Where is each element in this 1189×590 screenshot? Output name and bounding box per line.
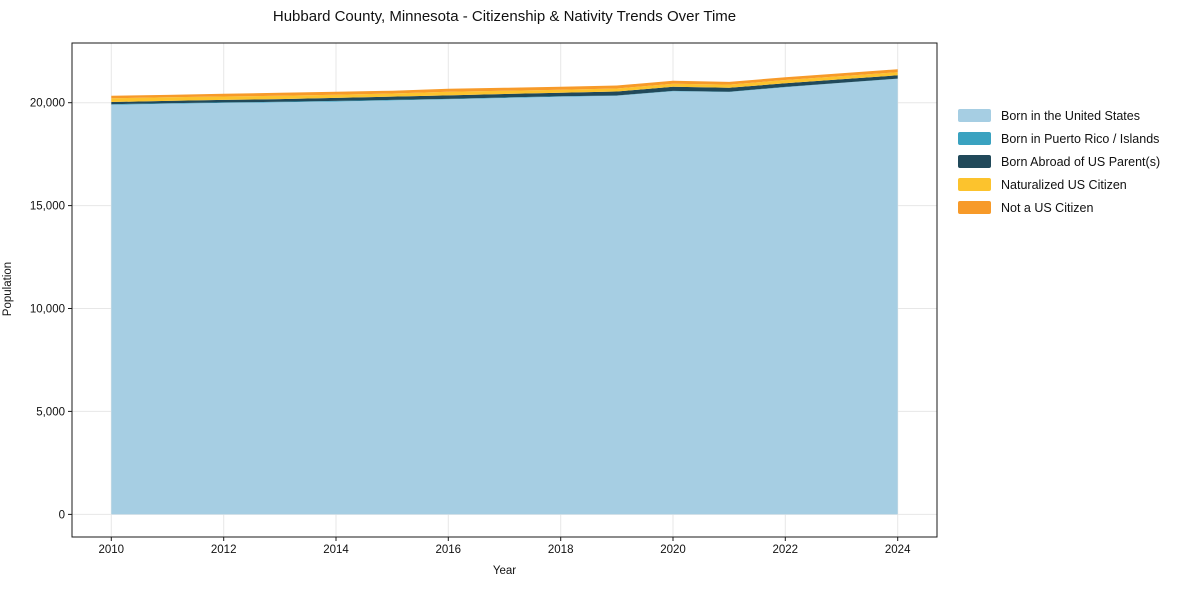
y-axis-label: Population: [2, 261, 14, 317]
y-tick-label: 15,000: [30, 201, 65, 213]
area-naturalized-us-citizen: [111, 72, 898, 102]
plot-border: [71, 42, 938, 538]
y-tick-label: 5,000: [36, 406, 65, 418]
x-tick-label: 2010: [99, 544, 125, 556]
x-tick-label: 2020: [660, 544, 686, 556]
x-tick-label: 2018: [548, 544, 574, 556]
legend-item: Naturalized US Citizen: [958, 173, 1160, 196]
legend-item: Born in Puerto Rico / Islands: [958, 127, 1160, 150]
x-tick-label: 2016: [436, 544, 462, 556]
chart-title: Hubbard County, Minnesota - Citizenship …: [272, 8, 737, 25]
legend-item: Not a US Citizen: [958, 196, 1160, 219]
legend-label: Born in Puerto Rico / Islands: [1001, 131, 1160, 146]
legend-label: Naturalized US Citizen: [1001, 177, 1127, 192]
legend-item: Born in the United States: [958, 104, 1160, 127]
legend-label: Not a US Citizen: [1001, 200, 1094, 215]
legend-item: Born Abroad of US Parent(s): [958, 150, 1160, 173]
legend-swatch-not-citizen: [958, 201, 991, 214]
x-tick-label: 2014: [323, 544, 349, 556]
area-born-abroad-of-us-parent-s: [111, 75, 898, 105]
legend-swatch-born-abroad: [958, 155, 991, 168]
area-not-a-us-citizen: [111, 69, 898, 99]
x-tick-label: 2022: [773, 544, 799, 556]
x-axis-label: Year: [492, 565, 517, 577]
legend-swatch-naturalized: [958, 178, 991, 191]
y-tick-label: 20,000: [30, 98, 65, 110]
y-tick-label: 10,000: [30, 304, 65, 316]
y-tick-label: 0: [59, 509, 65, 521]
legend-swatch-puerto-rico: [958, 132, 991, 145]
area-born-in-the-united-states: [111, 78, 898, 515]
legend: Born in the United States Born in Puerto…: [958, 104, 1160, 219]
legend-label: Born Abroad of US Parent(s): [1001, 154, 1161, 169]
x-tick-label: 2012: [211, 544, 237, 556]
legend-swatch-born-us: [958, 109, 991, 122]
legend-label: Born in the United States: [1001, 108, 1140, 123]
x-tick-label: 2024: [885, 544, 911, 556]
